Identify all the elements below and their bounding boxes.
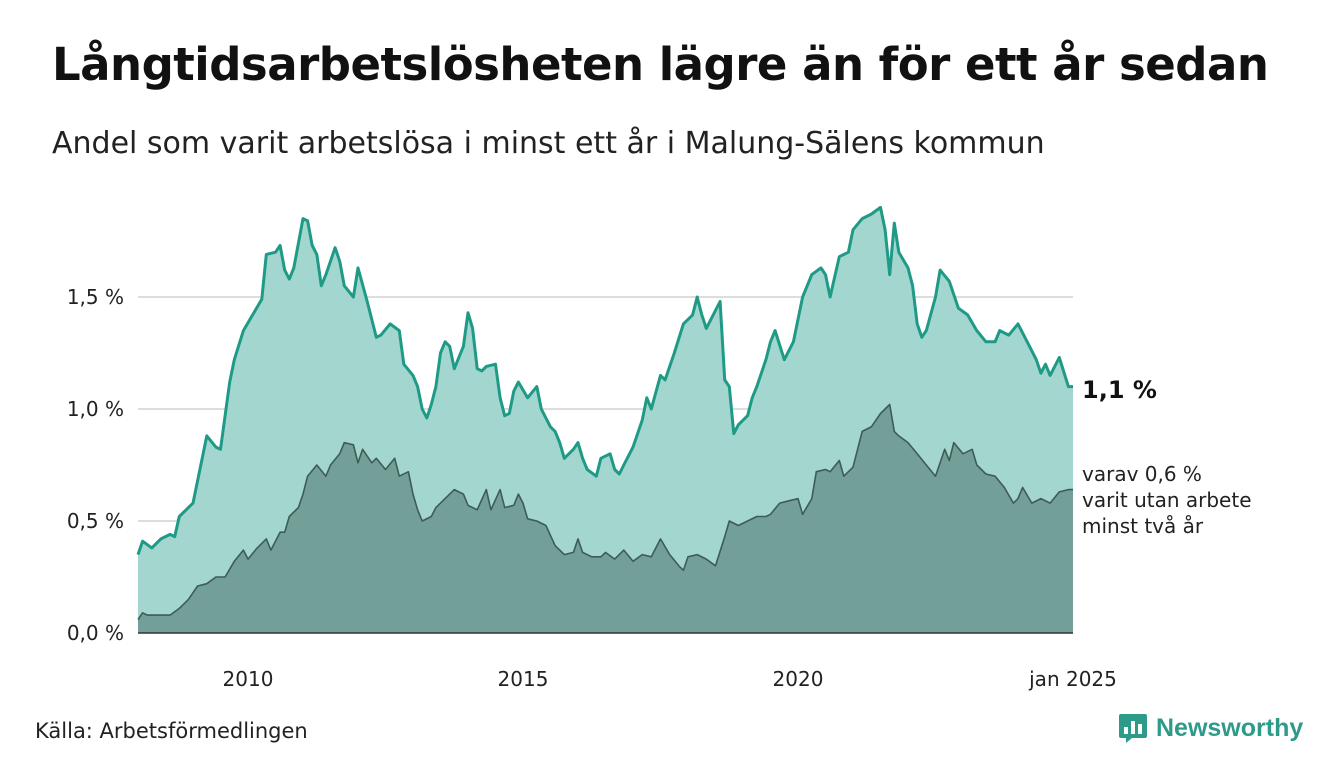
chart-subtitle: Andel som varit arbetslösa i minst ett å… xyxy=(52,126,1045,161)
brand-logo: Newsworthy xyxy=(1118,712,1303,744)
series-2-end-label: varit utan arbete xyxy=(1082,488,1252,512)
x-tick-label: 2010 xyxy=(223,667,274,691)
x-tick-label: jan 2025 xyxy=(1028,667,1117,691)
source-note: Källa: Arbetsförmedlingen xyxy=(35,719,308,743)
series-1-end-label: 1,1 % xyxy=(1082,376,1157,404)
series-min_2_years-line xyxy=(137,403,1073,621)
y-tick-label: 1,5 % xyxy=(67,285,124,309)
area-chart: 0,0 % 0,5 % 1,0 % 1,5 % 2010 2015 2020 jan 2025… xyxy=(67,205,1252,691)
x-tick-label: 2020 xyxy=(773,667,824,691)
series-2-end-label: varav 0,6 % xyxy=(1082,462,1202,486)
y-tick-label: 1,0 % xyxy=(67,397,124,421)
brand-name: Newsworthy xyxy=(1156,713,1304,742)
series-2-end-label: minst två år xyxy=(1082,514,1204,538)
chart-title: Långtidsarbetslösheten lägre än för ett … xyxy=(52,38,1269,91)
y-tick-label: 0,5 % xyxy=(67,509,124,533)
x-tick-label: 2015 xyxy=(498,667,549,691)
y-tick-label: 0,0 % xyxy=(67,621,124,645)
bar-chart-speech-bubble-icon xyxy=(1119,714,1147,743)
series-min_1_year-line xyxy=(136,205,1073,556)
